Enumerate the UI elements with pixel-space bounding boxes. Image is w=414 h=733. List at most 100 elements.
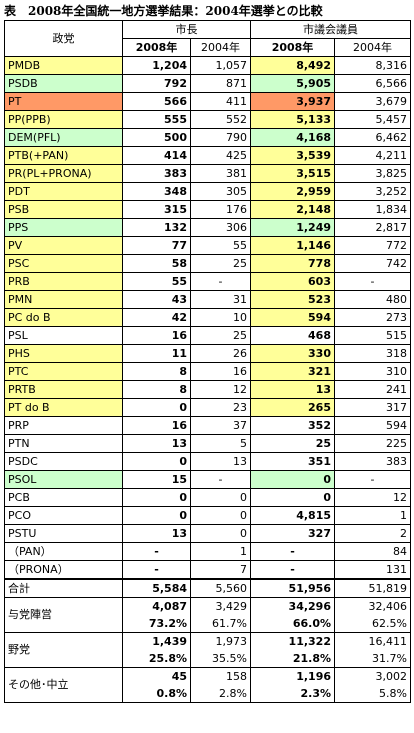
value-cell: 158 <box>190 667 251 685</box>
table-row: PV 77 55 1,146 772 <box>4 236 411 255</box>
party-cell: PCB <box>4 488 123 507</box>
value-cell: 5.8% <box>334 685 411 703</box>
value-cell: 383 <box>334 452 411 471</box>
party-cell: PMDB <box>4 56 123 75</box>
party-cell: PRB <box>4 272 123 291</box>
value-cell: 32,406 <box>334 597 411 615</box>
value-cell: 34,296 <box>250 597 335 615</box>
value-cell: 552 <box>190 110 251 129</box>
value-cell: 742 <box>334 254 411 273</box>
value-cell: 273 <box>334 308 411 327</box>
value-cell: 25 <box>250 434 335 453</box>
value-cell: 3,515 <box>250 164 335 183</box>
value-cell: 0 <box>122 506 191 525</box>
value-cell: 5,560 <box>190 578 251 598</box>
value-cell: 4,087 <box>122 597 191 615</box>
value-cell: 3,252 <box>334 182 411 201</box>
table-row: PR(PL+PRONA) 383 381 3,515 3,825 <box>4 164 411 183</box>
value-cell: 3,937 <box>250 92 335 111</box>
value-cell: 131 <box>334 560 411 580</box>
table-row: PCB 0 0 0 12 <box>4 488 411 507</box>
party-cell: PT do B <box>4 398 123 417</box>
year-header: 2008年 <box>250 38 335 57</box>
table-row: PSC 58 25 778 742 <box>4 254 411 273</box>
value-cell: 16,411 <box>334 632 411 650</box>
title: 表 2008年全国統一地方選挙結果：2004年選挙との比較 <box>4 4 323 18</box>
value-cell: 515 <box>334 326 411 345</box>
value-cell: 321 <box>250 362 335 381</box>
value-cell: 0 <box>250 470 335 489</box>
value-cell: 73.2% <box>122 615 191 633</box>
table-row: DEM(PFL) 500 790 4,168 6,462 <box>4 128 411 147</box>
value-cell: 603 <box>250 272 335 291</box>
table-row: PSDB 792 871 5,905 6,566 <box>4 74 411 93</box>
value-cell: 265 <box>250 398 335 417</box>
value-cell: 1,196 <box>250 667 335 685</box>
value-cell: 351 <box>250 452 335 471</box>
value-cell: 315 <box>122 200 191 219</box>
value-cell: 8 <box>122 380 191 399</box>
group-row: 0.8% 2.8% 2.3% 5.8% <box>5 685 411 703</box>
value-cell: 26 <box>190 344 251 363</box>
value-cell: 225 <box>334 434 411 453</box>
value-cell: 13 <box>122 524 191 543</box>
value-cell: 1,057 <box>190 56 251 75</box>
table-row: PMN 43 31 523 480 <box>4 290 411 309</box>
value-cell: 5 <box>190 434 251 453</box>
value-cell: 330 <box>250 344 335 363</box>
value-cell: 6,566 <box>334 74 411 93</box>
party-cell: PMN <box>4 290 123 309</box>
value-cell: 411 <box>190 92 251 111</box>
value-cell: 3,679 <box>334 92 411 111</box>
value-cell: 1,204 <box>122 56 191 75</box>
value-cell: 523 <box>250 290 335 309</box>
value-cell: - <box>190 272 251 291</box>
party-cell: PRP <box>4 416 123 435</box>
value-cell: 31.7% <box>334 650 411 668</box>
value-cell: 414 <box>122 146 191 165</box>
mayor-header: 市長 <box>122 20 251 39</box>
year-header: 2008年 <box>122 38 191 57</box>
table-row: PRB 55-603- <box>4 272 411 291</box>
value-cell: 594 <box>334 416 411 435</box>
value-cell: 4,211 <box>334 146 411 165</box>
value-cell: 5,584 <box>122 578 191 598</box>
table-row: （PAN） -1-84 <box>4 542 411 561</box>
value-cell: 1,834 <box>334 200 411 219</box>
value-cell: 51,819 <box>334 578 411 598</box>
value-cell: 500 <box>122 128 191 147</box>
value-cell: - <box>190 470 251 489</box>
value-cell: 42 <box>122 308 191 327</box>
value-cell: 11,322 <box>250 632 335 650</box>
value-cell: 2 <box>334 524 411 543</box>
value-cell: 0 <box>190 488 251 507</box>
value-cell: 327 <box>250 524 335 543</box>
table-row: PP(PPB) 555 552 5,133 5,457 <box>4 110 411 129</box>
value-cell: 1,439 <box>122 632 191 650</box>
value-cell: 25 <box>190 254 251 273</box>
value-cell: 480 <box>334 290 411 309</box>
value-cell: 132 <box>122 218 191 237</box>
value-cell: 5,133 <box>250 110 335 129</box>
value-cell: 62.5% <box>334 615 411 633</box>
party-cell: PV <box>4 236 123 255</box>
party-cell: DEM(PFL) <box>4 128 123 147</box>
party-cell: PSDB <box>4 74 123 93</box>
year-header: 2004年 <box>190 38 251 57</box>
value-cell: 25.8% <box>122 650 191 668</box>
table-row: PTB(+PAN) 414 425 3,539 4,211 <box>4 146 411 165</box>
value-cell: 176 <box>190 200 251 219</box>
value-cell: 778 <box>250 254 335 273</box>
value-cell: 77 <box>122 236 191 255</box>
value-cell: 12 <box>190 380 251 399</box>
party-cell: PRTB <box>4 380 123 399</box>
value-cell: 55 <box>122 272 191 291</box>
table-row: PRTB 8 12 13 241 <box>4 380 411 399</box>
table-row: PHS 11 26 330 318 <box>4 344 411 363</box>
party-cell: PT <box>4 92 123 111</box>
value-cell: 468 <box>250 326 335 345</box>
group-label: 与党陣営 <box>4 597 123 633</box>
value-cell: 51,956 <box>250 578 335 598</box>
value-cell: 555 <box>122 110 191 129</box>
value-cell: 6,462 <box>334 128 411 147</box>
